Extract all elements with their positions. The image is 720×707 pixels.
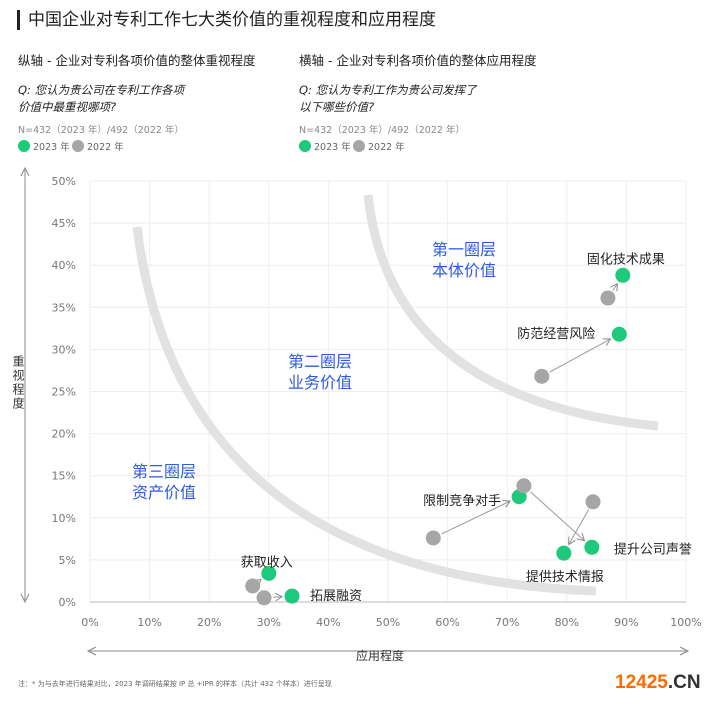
zone-1-title: 第一圈层 — [432, 240, 496, 259]
point-label: 提升公司声誉 — [614, 541, 692, 557]
zone-2-subtitle: 业务价值 — [288, 373, 352, 392]
legend-2022: 2022 年 — [72, 139, 124, 153]
point-label: 固化技术成果 — [587, 252, 665, 267]
change-arrow — [441, 501, 510, 535]
y-tick-label: 10% — [52, 512, 76, 525]
legend-label: 2022 年 — [368, 142, 405, 153]
change-arrow — [260, 580, 261, 581]
gray-dot-icon — [353, 140, 365, 152]
x-tick-label: 100% — [670, 616, 701, 629]
y-tick-label: 0% — [59, 596, 76, 609]
legend-2023: 2023 年 — [18, 139, 70, 153]
point-2023 — [284, 588, 300, 604]
x-tick-label: 20% — [197, 616, 221, 629]
point-2022 — [425, 530, 441, 546]
point-label: 提供技术情报 — [526, 569, 604, 585]
y-arrow-head-icon — [20, 166, 30, 604]
x-arrow-head-icon — [86, 646, 690, 656]
point-2023 — [556, 545, 572, 561]
y-tick-label: 50% — [52, 175, 76, 188]
x-tick-label: 70% — [495, 616, 519, 629]
page-title: 中国企业对专利工作七大类价值的重视程度和应用程度 — [17, 10, 436, 30]
point-2023 — [261, 565, 277, 581]
point-2022 — [600, 290, 616, 306]
x-tick-label: 40% — [316, 616, 340, 629]
point-label: 防范经营风险 — [517, 326, 595, 342]
x-tick-label: 0% — [81, 616, 98, 629]
y-tick-label: 20% — [52, 428, 76, 441]
zone-2-title: 第二圈层 — [288, 352, 352, 371]
x-sample-size: N=432（2023 年）/492（2022 年） — [299, 125, 465, 136]
point-label: 限制竞争对手 — [423, 493, 501, 509]
point-2022 — [585, 494, 601, 510]
zone-3-title: 第三圈层 — [132, 462, 196, 481]
y-tick-label: 35% — [52, 301, 76, 314]
watermark-logo: 12425.CN — [615, 672, 701, 693]
legend-label: 2023 年 — [33, 142, 70, 153]
legend-2022: 2022 年 — [353, 139, 405, 153]
zone-curve-1 — [363, 194, 659, 431]
x-question: Q: 您认为专利工作为贵公司发挥了以下哪些价值? — [299, 83, 477, 114]
x-tick-label: 90% — [614, 616, 638, 629]
y-tick-label: 40% — [52, 259, 76, 272]
point-2022 — [534, 368, 550, 384]
change-arrow — [613, 284, 617, 291]
zone-1-subtitle: 本体价值 — [432, 261, 496, 280]
point-2022 — [256, 590, 272, 606]
y-tick-label: 25% — [52, 386, 76, 399]
point-2022 — [516, 478, 532, 494]
x-tick-label: 80% — [555, 616, 579, 629]
point-2023 — [611, 326, 627, 342]
green-dot-icon — [18, 140, 30, 152]
x-axis-label: 应用程度 — [356, 648, 404, 663]
x-tick-label: 30% — [257, 616, 281, 629]
x-tick-label: 10% — [137, 616, 161, 629]
y-tick-label: 45% — [52, 217, 76, 230]
point-2023 — [615, 267, 631, 283]
change-arrow — [272, 597, 282, 598]
point-2023 — [584, 539, 600, 555]
point-label: 拓展融资 — [310, 589, 362, 604]
change-arrow — [569, 509, 590, 545]
gray-dot-icon — [72, 140, 84, 152]
zone-3-subtitle: 资产价值 — [132, 483, 196, 502]
y-tick-label: 15% — [52, 470, 76, 483]
point-label: 获取收入 — [241, 555, 293, 570]
legend-2023: 2023 年 — [299, 139, 351, 153]
y-axis-description: 纵轴 - 企业对专利各项价值的整体重视程度 — [18, 53, 256, 68]
change-arrow — [549, 339, 611, 373]
zone-curve-2 — [132, 226, 597, 596]
change-arrow — [530, 491, 585, 541]
y-axis-label: 重视程度 — [11, 355, 25, 411]
green-dot-icon — [299, 140, 311, 152]
point-2022 — [245, 578, 261, 594]
x-tick-label: 60% — [435, 616, 459, 629]
y-sample-size: N=432（2023 年）/492（2022 年） — [18, 125, 184, 136]
y-question: Q: 您认为贵公司在专利工作各项价值中最重视哪项? — [18, 83, 185, 114]
legend-label: 2022 年 — [87, 142, 124, 153]
x-axis-description: 横轴 - 企业对专利各项价值的整体应用程度 — [299, 53, 537, 68]
y-tick-label: 30% — [52, 343, 76, 356]
x-tick-label: 50% — [376, 616, 400, 629]
footnote: 注：* 为与去年进行结果对比，2023 年调研结果按 IP 总 +IPR 的样本… — [18, 680, 332, 688]
y-tick-label: 5% — [59, 554, 76, 567]
legend-label: 2023 年 — [314, 142, 351, 153]
